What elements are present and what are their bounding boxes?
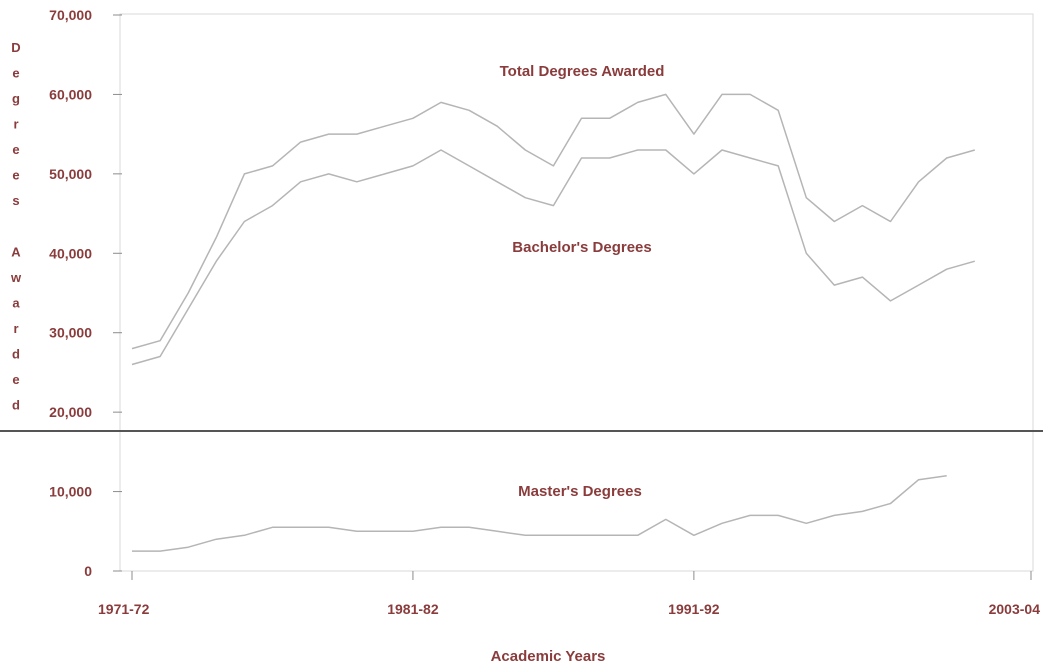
y-tick-label: 40,000	[49, 245, 92, 261]
x-tick-label: 1991-92	[668, 601, 720, 617]
y-axis-label-letter: e	[12, 372, 19, 387]
bachelors-degrees-line	[131, 149, 976, 366]
y-axis-ticks: 0 10,000 20,000 30,000 40,000 50,000 60,000 70,…	[49, 7, 122, 579]
masters-degrees-line	[132, 474, 947, 552]
y-tick-label: 10,000	[49, 484, 92, 500]
y-axis-label-letter: d	[12, 347, 20, 362]
y-tick-label: 0	[84, 563, 92, 579]
y-tick-label: 30,000	[49, 325, 92, 341]
y-axis-label-letter: d	[12, 398, 20, 413]
y-axis-label-letter: r	[13, 321, 18, 336]
series-lines	[131, 93, 976, 552]
y-axis-label-letter: e	[12, 168, 19, 183]
x-tick-label: 2003-04	[989, 601, 1041, 617]
x-axis-ticks: 1971-72 1981-82 1991-92 2003-04	[98, 571, 1040, 617]
y-axis-label-letter: a	[12, 296, 20, 311]
x-tick-label: 1981-82	[387, 601, 439, 617]
total-degrees-line	[131, 93, 976, 350]
x-tick-label: 1971-72	[98, 601, 150, 617]
y-tick-label: 60,000	[49, 86, 92, 102]
series-label-masters: Master's Degrees	[518, 483, 642, 500]
y-tick-label: 50,000	[49, 166, 92, 182]
y-tick-label: 20,000	[49, 404, 92, 420]
y-axis-label-letter: D	[11, 40, 20, 55]
y-axis-label-letter: A	[11, 245, 21, 260]
y-tick-label: 70,000	[49, 7, 92, 23]
y-axis-label-letter: w	[10, 270, 22, 285]
plot-frame	[119, 13, 1034, 572]
y-axis-label-letter: g	[12, 91, 20, 106]
x-axis-label: Academic Years	[491, 648, 606, 665]
series-label-bachelors: Bachelor's Degrees	[512, 239, 651, 256]
y-axis-label-letter: r	[13, 117, 18, 132]
y-axis-label-letter: e	[12, 66, 19, 81]
series-label-total: Total Degrees Awarded	[500, 63, 665, 80]
y-axis-label-letter: s	[12, 193, 19, 208]
y-axis-label-letter: e	[12, 142, 19, 157]
